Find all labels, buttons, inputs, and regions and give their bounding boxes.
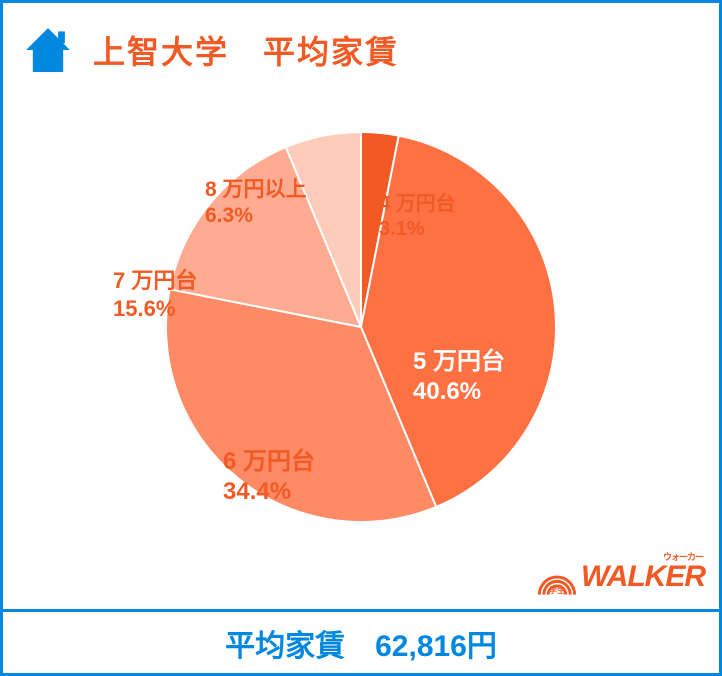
slice-label: 6 万円台34.4%: [223, 447, 315, 507]
footer-bar: 平均家賃 62,816円: [3, 609, 719, 673]
slice-label: 4 万円台3.1%: [379, 192, 456, 242]
header: 上智大学 平均家賃: [3, 3, 719, 77]
logo-arc-icon: 学生: [535, 555, 579, 599]
footer-value: 62,816円: [375, 621, 497, 665]
logo-ruby: ウォーカー: [663, 550, 703, 563]
logo-wordmark-text: WALKER: [581, 560, 705, 593]
slice-label: 7 万円台15.6%: [113, 267, 197, 322]
slice-label: 5 万円台40.6%: [413, 347, 505, 407]
card-frame: 上智大学 平均家賃 4 万円台3.1% 5 万円台40.6% 6 万円台34.4% 7…: [0, 0, 722, 676]
brand-logo: 学生 WALKER ウォーカー: [535, 555, 705, 599]
pie-chart: 4 万円台3.1% 5 万円台40.6% 6 万円台34.4% 7 万円台15.6%8…: [3, 77, 719, 577]
slice-label: 8 万円以上6.3%: [205, 177, 307, 230]
house-icon: [21, 23, 75, 77]
logo-badge-text: 学生: [549, 585, 565, 595]
page-title: 上智大学 平均家賃: [93, 27, 399, 73]
footer-label: 平均家賃: [225, 621, 345, 665]
logo-wordmark: WALKER ウォーカー: [581, 560, 705, 594]
